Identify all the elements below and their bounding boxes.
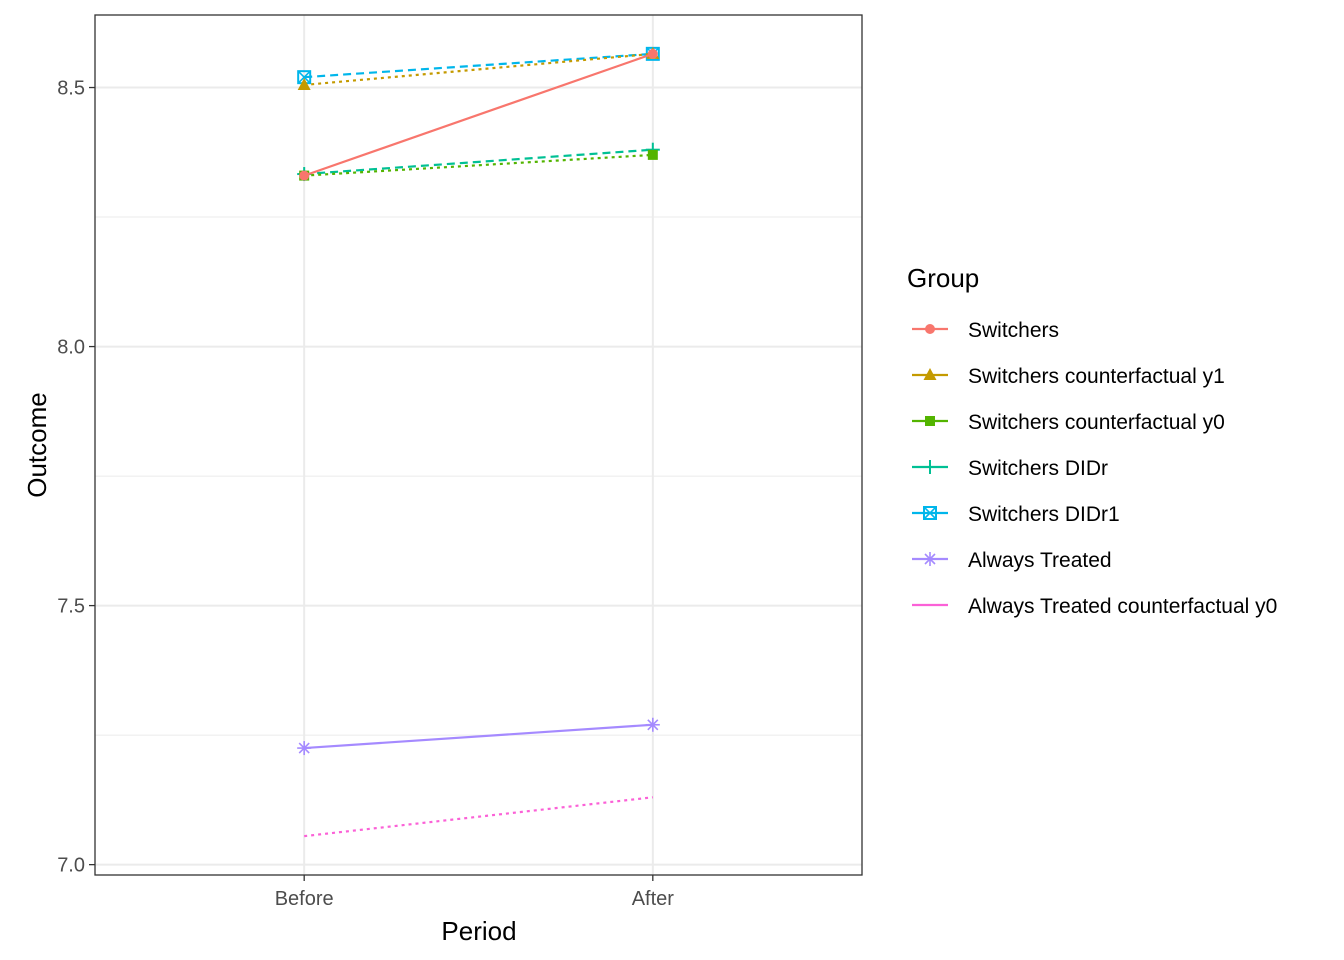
data-point — [647, 149, 658, 160]
data-point — [297, 77, 311, 90]
y-tick-label: 8.5 — [57, 78, 85, 100]
series-line — [304, 52, 653, 79]
y-tick-label: 8.0 — [57, 337, 85, 359]
axes: 7.0 7.5 8.0 8.5 Before After — [57, 14, 863, 910]
series-line — [304, 723, 653, 750]
legend-label: Always Treated counterfactual y0 — [968, 595, 1277, 618]
series-6 — [304, 796, 653, 838]
legend-label: Always Treated — [968, 549, 1112, 572]
legend-item: Switchers DIDr — [912, 457, 1108, 480]
asterisk-stroke — [647, 719, 659, 731]
legend-key-marker — [923, 552, 937, 566]
series-line — [304, 52, 653, 87]
legend-item: Switchers counterfactual y0 — [912, 411, 1225, 434]
data-point — [299, 170, 310, 181]
legend-label: Switchers DIDr1 — [968, 503, 1120, 526]
legend-label: Switchers — [968, 319, 1059, 342]
series-line — [304, 148, 653, 176]
cross-stroke — [297, 70, 311, 84]
series-5 — [297, 717, 660, 756]
plot-area — [95, 15, 862, 875]
legend-key-marker — [925, 416, 935, 426]
legend-item: Always Treated counterfactual y0 — [912, 595, 1277, 618]
asterisk-stroke — [298, 742, 310, 754]
legend-label: Switchers counterfactual y1 — [968, 365, 1225, 388]
asterisk-stroke — [924, 553, 936, 565]
legend: Group Switchers Switchers counterfactual … — [907, 263, 1277, 618]
cross-stroke — [923, 506, 937, 520]
series-0 — [299, 48, 658, 181]
y-axis-title: Outcome — [22, 392, 52, 498]
panel-border — [94, 14, 863, 876]
legend-key-marker — [923, 368, 937, 380]
legend-title: Group — [907, 263, 979, 293]
series-line — [304, 796, 653, 838]
y-tick-label: 7.0 — [57, 855, 85, 877]
legend-label: Switchers DIDr — [968, 457, 1108, 480]
legend-key-marker — [923, 460, 937, 474]
legend-key-marker — [925, 324, 935, 334]
legend-label: Switchers counterfactual y0 — [968, 411, 1225, 434]
legend-item: Switchers counterfactual y1 — [912, 365, 1225, 388]
legend-item: Switchers — [912, 319, 1059, 342]
data-point — [297, 741, 312, 756]
x-axis-title: Period — [441, 916, 516, 946]
y-tick-label: 7.5 — [57, 596, 85, 618]
legend-item: Always Treated — [912, 549, 1112, 572]
x-tick-label: Before — [275, 888, 334, 910]
data-point — [645, 717, 660, 732]
square-outline — [923, 506, 937, 520]
legend-key-marker — [923, 506, 937, 520]
panel-background — [95, 15, 862, 875]
x-tick-label: After — [632, 888, 675, 910]
series-line — [303, 52, 654, 177]
legend-item: Switchers DIDr1 — [912, 503, 1120, 526]
data-point — [647, 48, 658, 59]
series-line — [304, 153, 653, 177]
